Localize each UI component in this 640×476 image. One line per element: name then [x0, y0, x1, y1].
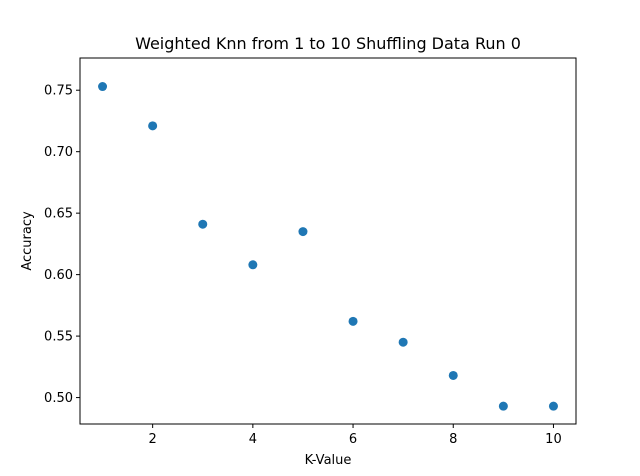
data-point — [298, 227, 308, 237]
x-tick-label: 2 — [149, 432, 157, 447]
data-point — [248, 260, 258, 270]
y-axis: 0.50 0.55 0.60 0.65 0.70 0.75 — [44, 84, 80, 406]
data-point — [348, 316, 358, 326]
x-axis: 2 4 6 8 10 — [149, 424, 562, 447]
data-point — [498, 401, 508, 411]
y-tick-label: 0.70 — [44, 145, 73, 160]
x-tick-label: 4 — [249, 432, 257, 447]
y-tick-label: 0.60 — [44, 268, 73, 283]
data-point — [448, 370, 458, 380]
x-tick-label: 10 — [545, 432, 562, 447]
data-point — [198, 219, 208, 229]
x-tick-label: 6 — [349, 432, 357, 447]
x-tick-label: 8 — [449, 432, 457, 447]
y-tick-label: 0.55 — [44, 330, 73, 345]
data-point — [398, 337, 408, 347]
scatter-series — [98, 82, 558, 411]
y-tick-label: 0.65 — [44, 207, 73, 222]
data-point — [148, 121, 158, 131]
data-point — [98, 82, 108, 92]
y-axis-label: Accuracy — [20, 211, 35, 271]
plot-frame — [79, 57, 577, 425]
plot-area: 2 4 6 8 10 0.50 0.55 0.60 0.65 0.70 0.75 — [44, 57, 577, 447]
y-tick-label: 0.50 — [44, 391, 73, 406]
chart-title: Weighted Knn from 1 to 10 Shuffling Data… — [135, 34, 521, 53]
data-point — [548, 401, 558, 411]
y-tick-label: 0.75 — [44, 84, 73, 99]
x-axis-label: K-Value — [305, 453, 352, 468]
